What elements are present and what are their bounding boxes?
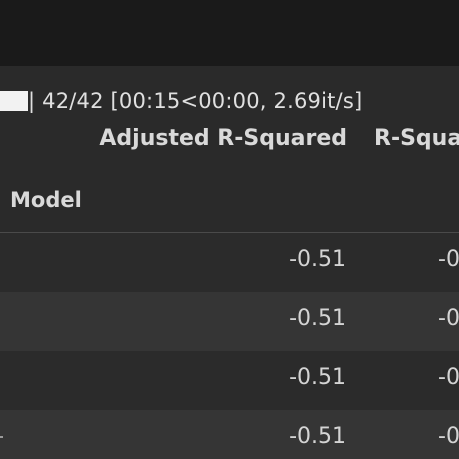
- progress-line: | 42/42 [00:15<00:00, 2.69it/s]: [0, 86, 362, 116]
- progress-text: | 42/42 [00:15<00:00, 2.69it/s]: [28, 89, 363, 113]
- cell-r-squared: -0: [438, 365, 459, 390]
- cell-r-squared: -0: [438, 247, 459, 272]
- cell-r-squared: -0: [438, 306, 459, 331]
- progress-bar-fill: [0, 91, 28, 111]
- cell-adjusted-r-squared: -0.51: [289, 424, 346, 449]
- cell-adjusted-r-squared: -0.51: [289, 247, 346, 272]
- table-row: -0.51 -0: [0, 351, 459, 410]
- cell-output-area: | 42/42 [00:15<00:00, 2.69it/s] Adjusted…: [0, 66, 459, 459]
- column-header-r-squared: R-Squa: [374, 126, 459, 151]
- table-row: -0.51 -0: [0, 292, 459, 351]
- index-header-model: Model: [10, 188, 82, 212]
- cell-adjusted-r-squared: -0.51: [289, 306, 346, 331]
- cell-r-squared: -0: [438, 424, 459, 449]
- truncated-index-mark: [0, 436, 3, 438]
- header-divider: [0, 232, 459, 233]
- column-header-adjusted-r-squared: Adjusted R-Squared: [99, 126, 347, 151]
- cell-adjusted-r-squared: -0.51: [289, 365, 346, 390]
- table-row: -0.51 -0: [0, 410, 459, 459]
- notebook-top-bar: [0, 0, 459, 66]
- table-row: -0.51 -0: [0, 233, 459, 292]
